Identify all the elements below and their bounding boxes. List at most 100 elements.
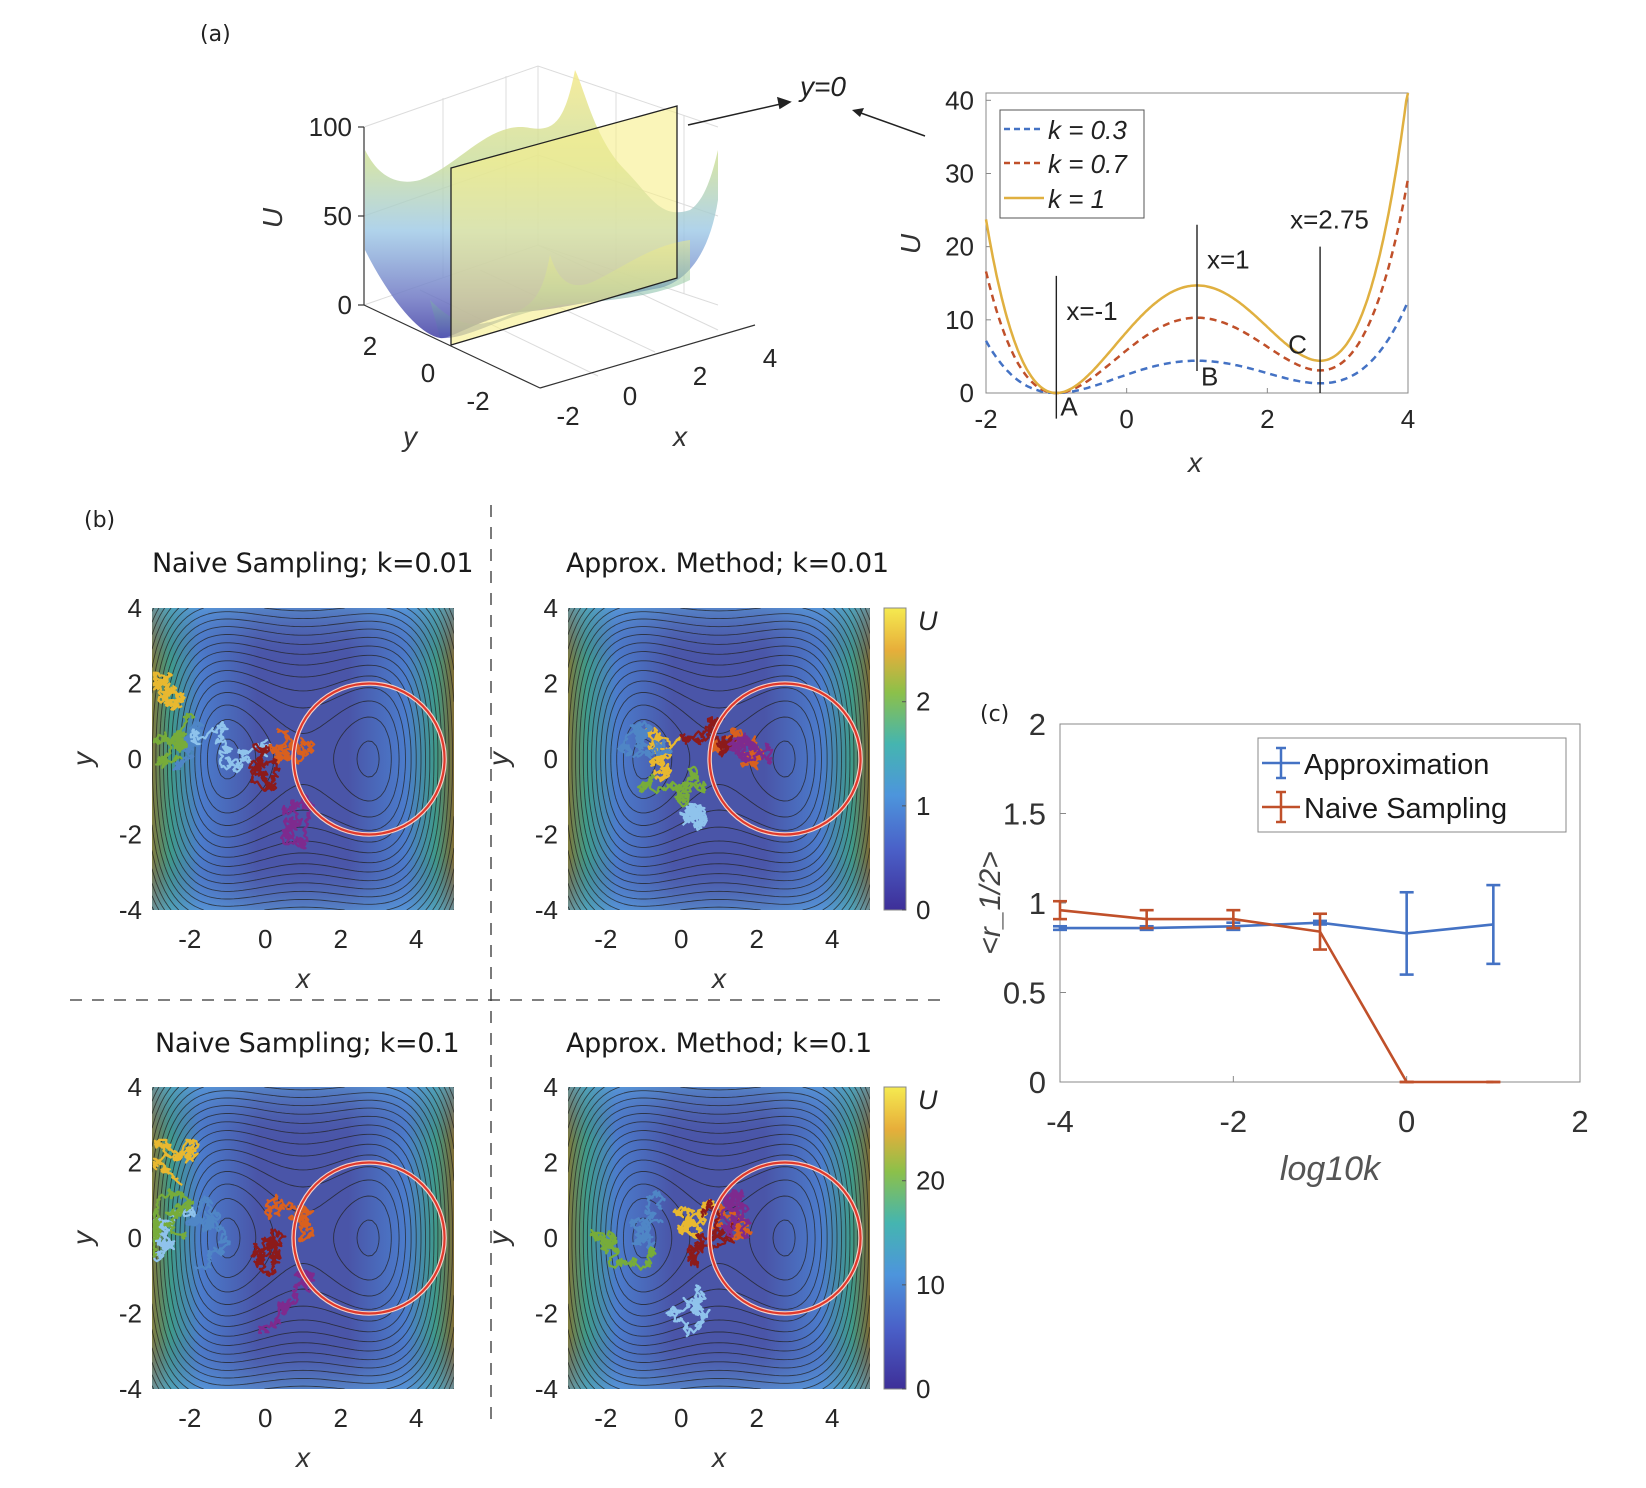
slice-legend: k = 0.3 k = 0.7 k = 1 xyxy=(999,109,1145,219)
contour-y-tick: -4 xyxy=(119,1374,142,1404)
slice-y-tick: 40 xyxy=(945,85,974,115)
target-circle xyxy=(292,1161,446,1315)
contour-y-tick: 2 xyxy=(544,1148,558,1178)
contour-title: Naive Sampling; k=0.01 xyxy=(152,548,474,579)
y-tick-2: 2 xyxy=(363,331,377,361)
contour-x-tick: 4 xyxy=(409,924,423,954)
colorbar-tick: 10 xyxy=(916,1270,945,1300)
contour-y-tick: 4 xyxy=(544,593,558,623)
contour-y-label: y xyxy=(483,1229,514,1247)
surface-3d-plot: 100 50 0 2 0 -2 -2 0 2 4 y x U y=0 xyxy=(257,65,846,452)
errorbar-legend: Approximation Naive Sampling xyxy=(1257,737,1567,833)
contour-y-tick: 4 xyxy=(128,593,142,623)
slice-y-label: U xyxy=(895,233,926,254)
contour-x-tick: 0 xyxy=(258,924,272,954)
target-circle xyxy=(708,1161,862,1315)
z-axis-label: U xyxy=(257,207,288,228)
errorbar-y-label: <r_1/2> xyxy=(974,851,1007,954)
contour-x-tick: 0 xyxy=(258,1403,272,1433)
errorbar-series-approximation xyxy=(1053,883,1501,976)
y-tick-0: 0 xyxy=(421,358,435,388)
error-bar xyxy=(1139,908,1154,930)
error-bar xyxy=(1226,908,1241,930)
contour-x-tick: 2 xyxy=(750,924,764,954)
slice-y-tick: 30 xyxy=(945,158,974,188)
contour-y-tick: 0 xyxy=(544,1223,558,1253)
contour-panel-b-approx-01: -2 0 2 4 -4 -2 0 2 4 x y 0 10 20 U xyxy=(483,1072,945,1473)
errorbar-series-naive xyxy=(1053,899,1501,1084)
panel-label-a: (a) xyxy=(200,22,231,47)
contour-y-tick: 0 xyxy=(544,744,558,774)
series-line xyxy=(1059,908,1494,1084)
contour-y-tick: 2 xyxy=(544,669,558,699)
trajectory-path xyxy=(248,742,281,792)
contour-y-label: y xyxy=(483,750,514,768)
contour-x-tick: 2 xyxy=(750,1403,764,1433)
contour-title: Naive Sampling; k=0.1 xyxy=(155,1028,460,1059)
contour-y-tick: 0 xyxy=(128,744,142,774)
contour-title: Approx. Method; k=0.01 xyxy=(566,548,889,579)
slice-y-tick: 0 xyxy=(960,378,974,408)
error-bar xyxy=(1399,890,1414,976)
slice-x-tick: 2 xyxy=(1260,404,1274,434)
panel-label-c: (c) xyxy=(980,702,1010,727)
contour-x-tick: 4 xyxy=(825,924,839,954)
legend-label-k07: k = 0.7 xyxy=(1048,149,1128,179)
error-bar xyxy=(1053,899,1067,921)
trajectories xyxy=(617,716,774,832)
contour-y-tick: 4 xyxy=(128,1072,142,1102)
trajectory-path xyxy=(264,1193,315,1243)
contour-x-tick: -2 xyxy=(178,924,201,954)
surface-axes xyxy=(358,126,756,389)
y-axis-label: y xyxy=(401,421,419,452)
errorbar-y-tick: 0 xyxy=(1029,1065,1046,1100)
trajectory-path xyxy=(250,1228,287,1277)
errorbar-x-tick: 0 xyxy=(1398,1104,1415,1139)
colorbar-label: U xyxy=(918,1085,938,1115)
z-tick-50: 50 xyxy=(323,201,352,231)
contour-x-tick: 4 xyxy=(825,1403,839,1433)
colorbar-tick: 0 xyxy=(916,895,930,925)
contour-y-tick: 4 xyxy=(544,1072,558,1102)
trajectory-path xyxy=(152,671,187,711)
contour-panel-b-naive-01: -2 0 2 4 -4 -2 0 2 4 x y xyxy=(67,1072,454,1473)
z-tick-100: 100 xyxy=(309,112,352,142)
legend-label-approximation: Approximation xyxy=(1304,749,1489,781)
contour-y-tick: -2 xyxy=(535,1299,558,1329)
trajectory-path xyxy=(686,1198,739,1269)
errorbar-y-tick: 1.5 xyxy=(1003,797,1046,832)
legend-label-k03: k = 0.3 xyxy=(1048,115,1127,145)
slice-x-tick: -2 xyxy=(974,404,997,434)
slice-x-tick: 4 xyxy=(1401,404,1415,434)
contour-y-tick: -4 xyxy=(535,895,558,925)
slice-y-tick: 10 xyxy=(945,305,974,335)
x-tick-2: 2 xyxy=(693,361,707,391)
slice-annotation: y=0 xyxy=(798,71,846,102)
trajectory-path xyxy=(679,802,708,832)
errorbar-x-tick: 2 xyxy=(1571,1104,1588,1139)
trajectory-path xyxy=(719,1188,752,1240)
point-label-a: A xyxy=(1060,392,1078,422)
annotation-x-2-75: x=2.75 xyxy=(1290,204,1369,234)
contour-x-tick: 2 xyxy=(334,1403,348,1433)
colorbar-tick: 0 xyxy=(916,1374,930,1404)
trajectory-path xyxy=(185,1195,231,1271)
slice-plot-frame xyxy=(985,92,1409,394)
contour-y-tick: 0 xyxy=(128,1223,142,1253)
trajectory-path xyxy=(279,793,315,850)
contour-panel-b-approx-001: -2 0 2 4 -4 -2 0 2 4 x y 0 1 2 U xyxy=(483,593,938,994)
trajectory-path xyxy=(665,1284,711,1338)
contour-x-tick: 0 xyxy=(674,924,688,954)
contour-y-tick: -2 xyxy=(535,820,558,850)
point-label-b: B xyxy=(1201,362,1218,392)
colorbar xyxy=(883,607,907,911)
panel-label-b: (b) xyxy=(84,508,116,533)
errorbar-y-tick: 2 xyxy=(1029,707,1046,742)
trajectory-path xyxy=(152,712,196,769)
contour-y-tick: -2 xyxy=(119,1299,142,1329)
contour-x-label: x xyxy=(710,1442,727,1473)
annotation-x-neg1: x=-1 xyxy=(1066,296,1117,326)
